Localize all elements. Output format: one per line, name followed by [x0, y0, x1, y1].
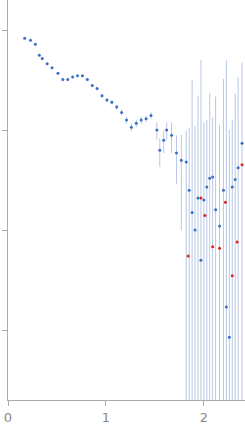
- svg-text:2: 2: [200, 410, 208, 425]
- svg-text:0: 0: [4, 410, 12, 425]
- svg-text:1: 1: [102, 410, 110, 425]
